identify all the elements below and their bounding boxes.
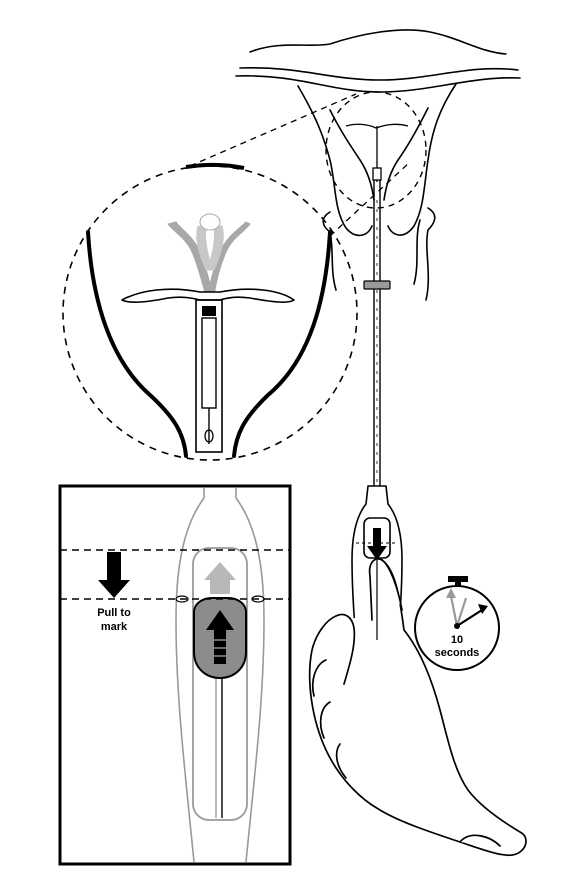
stopwatch-hand-gray: [449, 595, 459, 627]
stopwatch-stem: [455, 581, 461, 587]
stopwatch-hand-black: [456, 609, 483, 627]
magnified-view: [62, 162, 358, 461]
uterine-fundus: [249, 29, 507, 55]
uterus-right-wall: [387, 83, 457, 236]
magnified-fundus-mark: [185, 162, 245, 170]
pelvic-band-2: [235, 75, 521, 93]
magnified-wall-left: [86, 230, 188, 458]
stopwatch-hand-gray-2: [455, 597, 468, 627]
iud-top-outline: [199, 213, 221, 231]
stopwatch-hand-gray-tip: [446, 588, 456, 598]
magnified-wall-right: [232, 230, 332, 458]
timer-number: 10: [451, 634, 463, 646]
inset-ghost-up-arrow: [204, 562, 236, 594]
pelvic-band: [239, 67, 519, 81]
zoom-connector-bottom: [329, 161, 411, 237]
uterine-cavity: [329, 109, 375, 201]
instruction-line1: Pull to: [97, 607, 131, 619]
iud-stem-cap: [202, 306, 216, 316]
stopwatch-crown: [448, 576, 468, 582]
inset-slider-up-arrow: [206, 610, 234, 664]
uterus-left-wall: [297, 85, 373, 237]
inset-mark-tick-left: [175, 595, 189, 603]
inserter-flange: [363, 280, 391, 290]
zoom-connector-top: [189, 93, 357, 167]
stopwatch-pivot: [454, 623, 460, 629]
inserter-tube: [373, 180, 381, 488]
vaginal-fold: [413, 219, 421, 285]
pull-down-arrow: [98, 552, 130, 598]
uterus-anatomy: [235, 29, 521, 301]
iud-stem: [201, 317, 217, 409]
inset-slider-window: [192, 547, 248, 821]
inserter-tube-magnified: [195, 299, 223, 453]
zoom-source-circle: [325, 91, 427, 209]
stopwatch: 10 seconds: [414, 576, 500, 671]
iud-threads-knot: [204, 429, 214, 443]
iud-arms-horizontal: [121, 288, 295, 303]
hand: [308, 558, 527, 857]
timer-unit: seconds: [435, 647, 480, 659]
instruction-line2: mark: [101, 621, 128, 633]
inset-handle-outline: [175, 488, 265, 863]
uterine-cavity-right: [383, 107, 429, 201]
inset-panel: Pull to mark: [58, 484, 292, 866]
vaginal-wall-right: [425, 207, 436, 301]
small-iud: [345, 123, 409, 182]
handle-down-arrow: [367, 528, 387, 560]
iud-arms-released: [167, 221, 251, 297]
inset-slider-arrow-ribs: [208, 639, 232, 657]
stopwatch-hand-black-tip: [478, 604, 488, 614]
